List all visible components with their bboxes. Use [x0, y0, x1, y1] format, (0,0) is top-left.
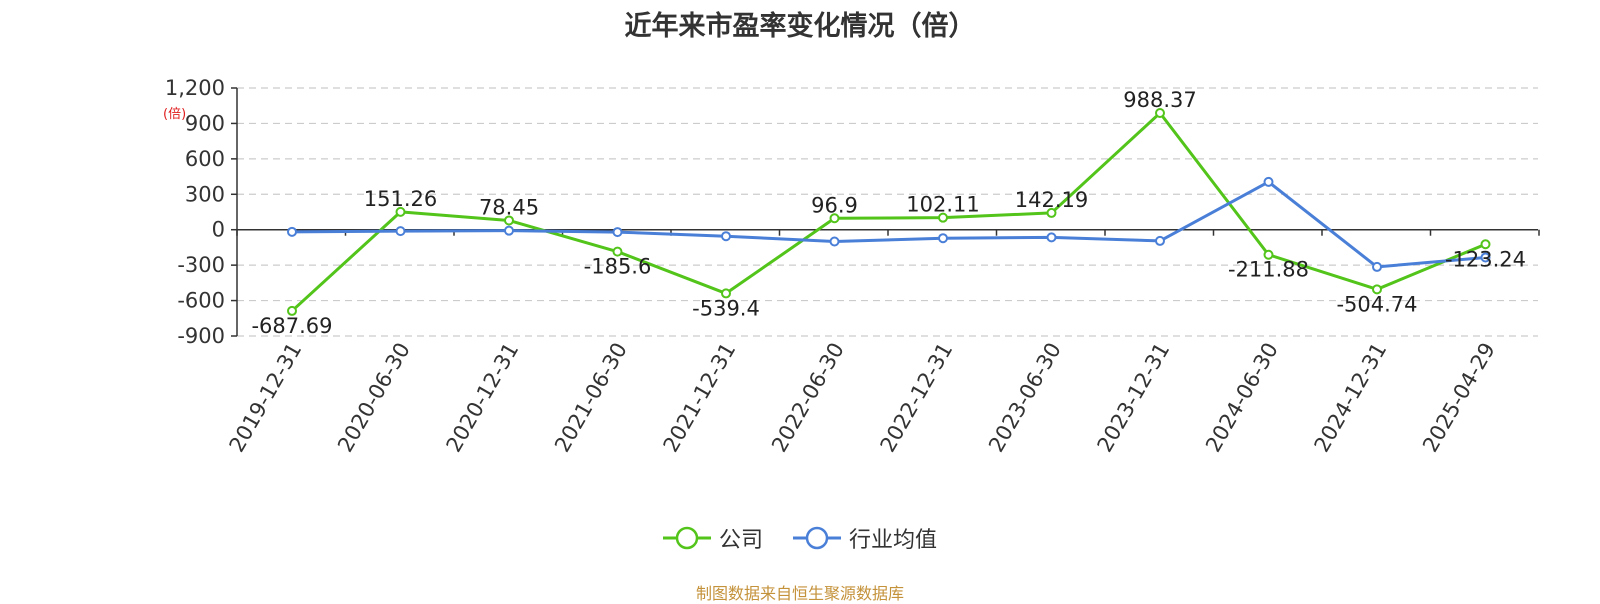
y-tick-label: 1,200: [165, 76, 225, 100]
data-point-company: [1263, 249, 1274, 260]
data-point-company: [1155, 107, 1165, 118]
y-tick-label: 0: [212, 218, 225, 242]
legend-swatch-industry-icon: [793, 526, 841, 550]
x-tick-label: 2023-06-30: [984, 339, 1066, 457]
data-label-company: -687.69: [251, 314, 332, 338]
data-label-company: -504.74: [1336, 292, 1417, 316]
data-label-company: 96.9: [811, 193, 858, 217]
x-tick-label: 2024-06-30: [1201, 339, 1283, 457]
data-label-company: 78.45: [479, 195, 539, 219]
data-point-company: [1480, 239, 1491, 250]
data-label-company: 102.11: [906, 193, 979, 217]
data-point-industry: [504, 225, 514, 236]
legend-label-industry: 行业均值: [849, 528, 938, 553]
data-point-industry: [395, 226, 406, 237]
x-tick-label: 2021-12-31: [659, 339, 741, 457]
data-source-note: 制图数据来自恒生聚源数据库: [695, 584, 904, 603]
legend-item-company[interactable]: 公司: [662, 522, 763, 554]
data-point-industry: [1046, 232, 1057, 243]
data-label-company: -123.24: [1445, 247, 1526, 271]
x-tick-label: 2022-12-31: [876, 339, 958, 457]
chart-legend: 公司 行业均值: [0, 520, 1600, 556]
data-point-company: [1372, 284, 1382, 295]
data-label-company: 988.37: [1123, 88, 1196, 112]
y-tick-label: -300: [177, 253, 225, 277]
data-label-company: -211.88: [1228, 258, 1309, 282]
data-point-industry: [721, 231, 731, 242]
legend-swatch-company-icon: [662, 526, 711, 550]
y-axis-unit-label: (倍): [163, 107, 187, 122]
x-tick-label: 2024-12-31: [1310, 339, 1392, 457]
data-label-company: 151.26: [364, 187, 437, 211]
data-point-industry: [1372, 261, 1382, 272]
y-tick-label: 300: [185, 182, 225, 206]
series-line-industry: [291, 180, 1486, 269]
data-point-industry: [612, 227, 623, 238]
data-point-industry: [287, 226, 297, 237]
data-point-industry: [1155, 235, 1165, 246]
data-point-company: [829, 213, 840, 224]
chart-title: 近年来市盈率变化情况（倍）: [624, 11, 976, 42]
x-tick-label: 2019-12-31: [225, 339, 307, 457]
x-tick-label: 2020-06-30: [333, 339, 415, 457]
data-label-company: 142.19: [1015, 188, 1088, 212]
data-label-company: -539.4: [692, 296, 760, 320]
x-tick-label: 2021-06-30: [550, 339, 632, 457]
data-point-industry: [1263, 176, 1274, 187]
data-point-company: [395, 206, 406, 217]
data-point-industry: [1480, 252, 1491, 263]
data-point-company: [287, 305, 297, 316]
y-tick-label: 900: [185, 111, 225, 135]
data-point-company: [938, 212, 948, 223]
data-point-industry: [938, 233, 948, 244]
x-tick-label: 2022-06-30: [767, 339, 849, 457]
data-point-industry: [829, 236, 840, 247]
data-label-company: -185.6: [584, 255, 652, 279]
y-tick-label: -900: [177, 324, 225, 348]
data-point-company: [612, 246, 623, 257]
data-point-company: [721, 288, 731, 299]
y-tick-label: -600: [177, 289, 225, 313]
y-tick-label: 600: [185, 147, 225, 171]
legend-item-industry[interactable]: 行业均值: [793, 522, 937, 554]
x-tick-label: 2020-12-31: [442, 339, 524, 457]
data-point-company: [504, 215, 514, 226]
series-line-company: [290, 111, 1487, 313]
data-point-company: [1046, 207, 1057, 218]
legend-label-company: 公司: [718, 528, 763, 553]
x-tick-label: 2023-12-31: [1093, 339, 1175, 457]
x-tick-label: 2025-04-29: [1418, 339, 1500, 457]
